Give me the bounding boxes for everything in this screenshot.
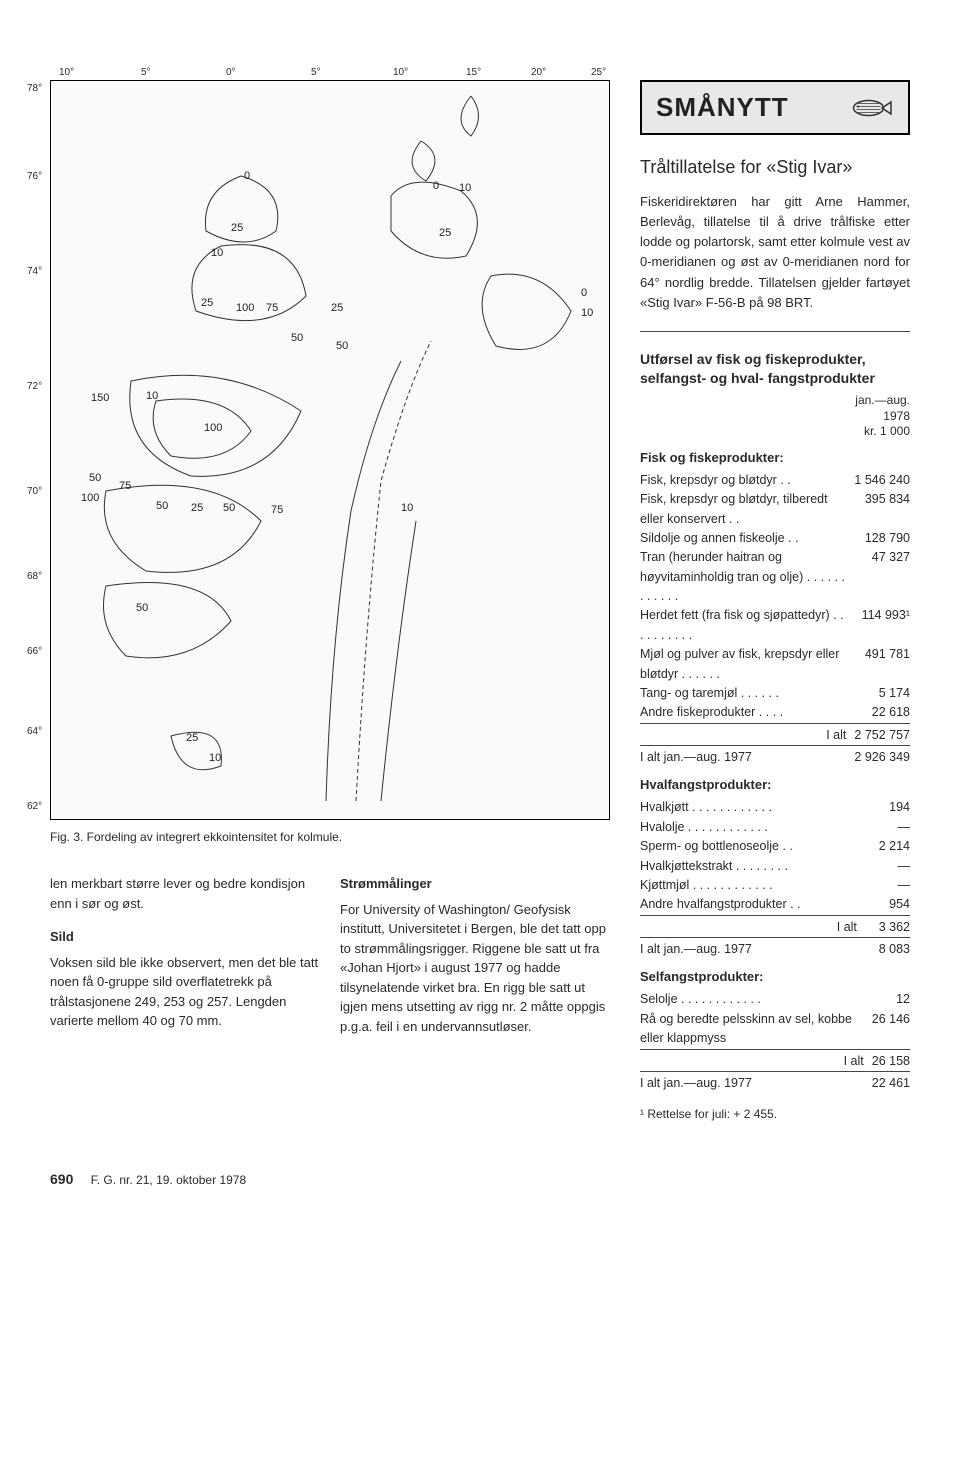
contour-label: 25 — [201, 297, 213, 309]
contour-label: 50 — [136, 602, 148, 614]
contour-label: 50 — [291, 332, 303, 344]
contour-label: 10 — [459, 182, 471, 194]
map-tick: 62° — [27, 801, 42, 812]
contour-label: 100 — [204, 422, 222, 434]
body-text: For University of Washington/ Geofysisk … — [340, 900, 610, 1037]
map-tick: 68° — [27, 571, 42, 582]
article1-body: Fiskeridirektøren har gitt Arne Hammer, … — [640, 192, 910, 313]
map-svg: 0 0 10 25 10 25 25 100 75 25 50 50 150 1… — [51, 81, 611, 821]
group3-table: Selolje . . . . . . . . . . . .12 Rå og … — [640, 990, 910, 1093]
divider — [640, 331, 910, 332]
map-tick: 76° — [27, 171, 42, 182]
smanytt-title: SMÅNYTT — [656, 92, 789, 123]
map-figure: 10° 5° 0° 5° 10° 15° 20° 25° 78° 76° 74°… — [50, 80, 610, 820]
map-tick: 10° — [393, 67, 408, 78]
contour-label: 25 — [439, 227, 451, 239]
contour-label: 75 — [271, 504, 283, 516]
footer-line: F. G. nr. 21, 19. oktober 1978 — [91, 1173, 246, 1187]
map-tick: 74° — [27, 266, 42, 277]
group2-table: Hvalkjøtt . . . . . . . . . . . .194 Hva… — [640, 798, 910, 959]
article2-title: Utførsel av fisk og fiskeprodukter, self… — [640, 350, 910, 389]
map-tick: 25° — [591, 67, 606, 78]
footnote: ¹ Rettelse for juli: + 2 455. — [640, 1107, 910, 1121]
group1-table: Fisk, krepsdyr og bløtdyr . . 1 546 240 … — [640, 471, 910, 768]
contour-label: 10 — [146, 390, 158, 402]
contour-label: 10 — [209, 752, 221, 764]
map-tick: 15° — [466, 67, 481, 78]
map-tick: 64° — [27, 726, 42, 737]
fish-icon — [846, 93, 894, 123]
map-tick: 0° — [226, 67, 236, 78]
contour-label: 10 — [401, 502, 413, 514]
contour-label: 10 — [211, 247, 223, 259]
contour-label: 75 — [119, 480, 131, 492]
article1-title: Tråltillatelse for «Stig Ivar» — [640, 157, 910, 178]
map-tick: 20° — [531, 67, 546, 78]
contour-label: 25 — [186, 732, 198, 744]
contour-label: 150 — [91, 392, 109, 404]
contour-label: 25 — [331, 302, 343, 314]
contour-label: 50 — [156, 500, 168, 512]
contour-label: 25 — [231, 222, 243, 234]
contour-label: 50 — [223, 502, 235, 514]
body-text: len merkbart større lever og bedre kondi… — [50, 874, 320, 913]
group2-head: Hvalfangstprodukter: — [640, 777, 910, 792]
contour-label: 0 — [244, 170, 250, 182]
unit-note: jan.—aug. 1978 kr. 1 000 — [640, 393, 910, 440]
contour-label: 75 — [266, 302, 278, 314]
map-tick: 70° — [27, 486, 42, 497]
map-tick: 72° — [27, 381, 42, 392]
contour-label: 25 — [191, 502, 203, 514]
sild-heading: Sild — [50, 927, 320, 947]
contour-label: 0 — [433, 180, 439, 192]
strom-heading: Strømmålinger — [340, 874, 610, 894]
map-tick: 66° — [27, 646, 42, 657]
group3-head: Selfangstprodukter: — [640, 969, 910, 984]
contour-label: 10 — [581, 307, 593, 319]
page-footer: 690 F. G. nr. 21, 19. oktober 1978 — [50, 1171, 910, 1187]
map-tick: 5° — [141, 67, 151, 78]
smanytt-box: SMÅNYTT — [640, 80, 910, 135]
contour-label: 100 — [236, 302, 254, 314]
map-tick: 5° — [311, 67, 321, 78]
body-text: Voksen sild ble ikke observert, men det … — [50, 953, 320, 1031]
contour-label: 50 — [89, 472, 101, 484]
page-number: 690 — [50, 1171, 73, 1187]
group1-head: Fisk og fiskeprodukter: — [640, 450, 910, 465]
contour-label: 0 — [581, 287, 587, 299]
contour-label: 100 — [81, 492, 99, 504]
map-tick: 10° — [59, 67, 74, 78]
contour-label: 50 — [336, 340, 348, 352]
map-tick: 78° — [27, 83, 42, 94]
figure-caption: Fig. 3. Fordeling av integrert ekkointen… — [50, 830, 610, 844]
